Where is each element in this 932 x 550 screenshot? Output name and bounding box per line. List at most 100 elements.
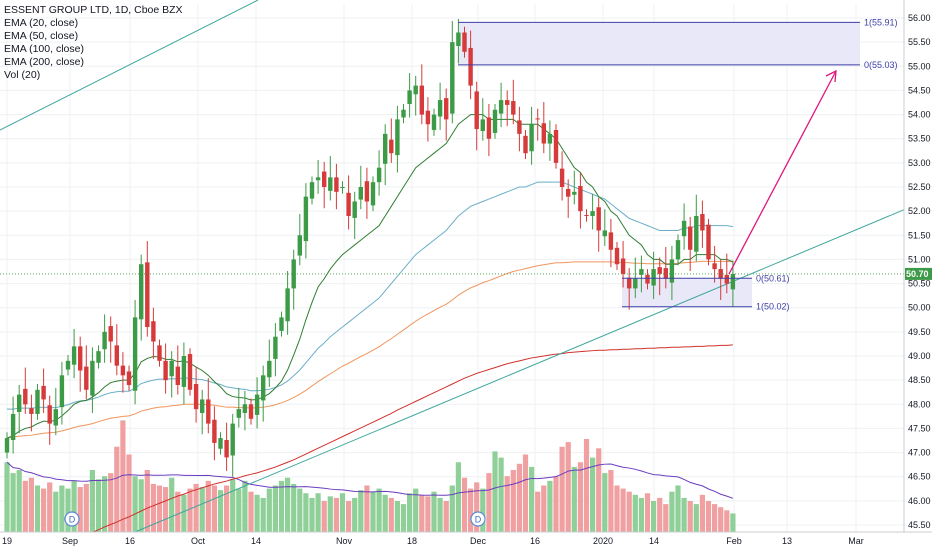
candle bbox=[322, 161, 327, 209]
volume-bar bbox=[181, 494, 187, 532]
legend-ema100[interactable]: EMA (100, close) bbox=[4, 43, 84, 55]
projection-arrow[interactable] bbox=[728, 69, 837, 275]
volume-bar bbox=[376, 488, 382, 532]
candle bbox=[242, 390, 248, 431]
candle bbox=[285, 271, 290, 335]
volume-bar bbox=[327, 496, 333, 532]
y-tick-label: 46.50 bbox=[908, 472, 931, 482]
candle bbox=[35, 384, 40, 420]
candle bbox=[590, 193, 595, 230]
x-tick-label: Oct bbox=[191, 536, 206, 546]
candle bbox=[126, 365, 132, 391]
candle bbox=[169, 351, 174, 398]
volume-bar bbox=[126, 454, 132, 532]
x-tick-label: Feb bbox=[726, 536, 742, 546]
x-tick-label: 2020 bbox=[593, 536, 613, 546]
y-tick-label: 55.00 bbox=[908, 61, 931, 71]
volume-bar bbox=[102, 476, 108, 532]
volume-bar bbox=[547, 480, 553, 532]
volume-bar bbox=[663, 504, 669, 532]
legend-ema20[interactable]: EMA (20, close) bbox=[4, 17, 79, 29]
candle bbox=[596, 197, 601, 252]
y-tick-label: 49.50 bbox=[908, 327, 931, 337]
fib-lines[interactable]: 1(55.91) 0(55.03) 0(50.61) 1(50.02) bbox=[0, 17, 904, 312]
legend-ema200[interactable]: EMA (200, close) bbox=[4, 56, 84, 68]
volume-bar bbox=[480, 488, 486, 532]
volume-bar bbox=[571, 466, 577, 532]
candle bbox=[120, 352, 126, 393]
candle bbox=[535, 108, 540, 141]
candle bbox=[291, 249, 296, 310]
candle bbox=[437, 82, 443, 131]
candle bbox=[645, 269, 650, 290]
candle bbox=[370, 176, 376, 212]
legend-ema50[interactable]: EMA (50, close) bbox=[4, 30, 79, 42]
volume-bar bbox=[321, 501, 327, 532]
candle bbox=[395, 105, 400, 173]
y-tick-label: 51.00 bbox=[908, 254, 931, 264]
time-axis[interactable]: 19 Sep 16 Oct 14 Nov 18 Dec 16 2020 14 Feb 13 Mar bbox=[0, 531, 932, 550]
volume-bar bbox=[608, 470, 614, 532]
candle bbox=[151, 307, 156, 359]
volume-bar bbox=[285, 477, 291, 532]
candle bbox=[566, 179, 571, 218]
volume-bar bbox=[370, 491, 376, 532]
ema100-line bbox=[6, 260, 733, 439]
volume-bar bbox=[10, 473, 16, 532]
y-tick-label: 48.00 bbox=[908, 399, 931, 409]
volume-bar bbox=[596, 448, 602, 532]
volume-bar bbox=[71, 480, 77, 532]
candle bbox=[181, 342, 187, 405]
candle bbox=[230, 413, 235, 477]
volume-bar bbox=[413, 488, 419, 532]
candle bbox=[706, 218, 711, 266]
volume-bar bbox=[266, 488, 272, 532]
volume-bar bbox=[498, 457, 504, 532]
volume-bar bbox=[309, 497, 315, 532]
y-tick-label: 54.50 bbox=[908, 85, 931, 95]
x-tick-label: Sep bbox=[62, 536, 78, 546]
candle bbox=[224, 422, 229, 471]
volume-bar bbox=[529, 466, 535, 532]
candles bbox=[4, 18, 736, 477]
volume-bar bbox=[644, 493, 651, 532]
candle bbox=[267, 339, 272, 387]
volume-bar bbox=[120, 420, 126, 532]
volume-bar bbox=[4, 462, 10, 532]
candle bbox=[663, 246, 668, 289]
volume-bar bbox=[486, 473, 492, 532]
price-axis[interactable]: 56.00 55.50 55.00 54.50 54.00 53.50 53.00 52.50… bbox=[903, 0, 932, 550]
candle bbox=[200, 389, 205, 435]
volume-bar bbox=[22, 480, 28, 532]
candle bbox=[273, 323, 278, 377]
volume-bar bbox=[705, 501, 712, 532]
candle bbox=[688, 216, 693, 272]
candle bbox=[584, 209, 589, 222]
candle bbox=[724, 253, 729, 294]
y-tick-label: 50.00 bbox=[908, 303, 931, 313]
candle bbox=[145, 241, 150, 337]
candle bbox=[523, 130, 528, 159]
candle bbox=[425, 97, 431, 142]
volume-bar bbox=[553, 476, 559, 532]
arrow-head bbox=[825, 69, 837, 83]
x-tick-label: 16 bbox=[125, 536, 135, 546]
volume-bar bbox=[303, 493, 309, 532]
candle bbox=[480, 98, 485, 141]
candle bbox=[53, 387, 58, 436]
dividend-marker: D bbox=[64, 511, 80, 527]
y-tick-label: 47.50 bbox=[908, 423, 931, 433]
candle bbox=[4, 432, 10, 459]
candle bbox=[651, 251, 656, 300]
candle bbox=[431, 108, 437, 136]
legend-title[interactable]: ESSENT GROUP LTD, 1D, Cboe BZX bbox=[4, 4, 183, 16]
volume-bar bbox=[169, 477, 175, 532]
candle bbox=[681, 203, 687, 250]
volume-bar bbox=[16, 470, 22, 532]
legend-volume[interactable]: Vol (20) bbox=[4, 69, 41, 81]
trend-lines[interactable] bbox=[0, 0, 932, 533]
candle bbox=[47, 395, 52, 445]
candle bbox=[474, 81, 479, 151]
